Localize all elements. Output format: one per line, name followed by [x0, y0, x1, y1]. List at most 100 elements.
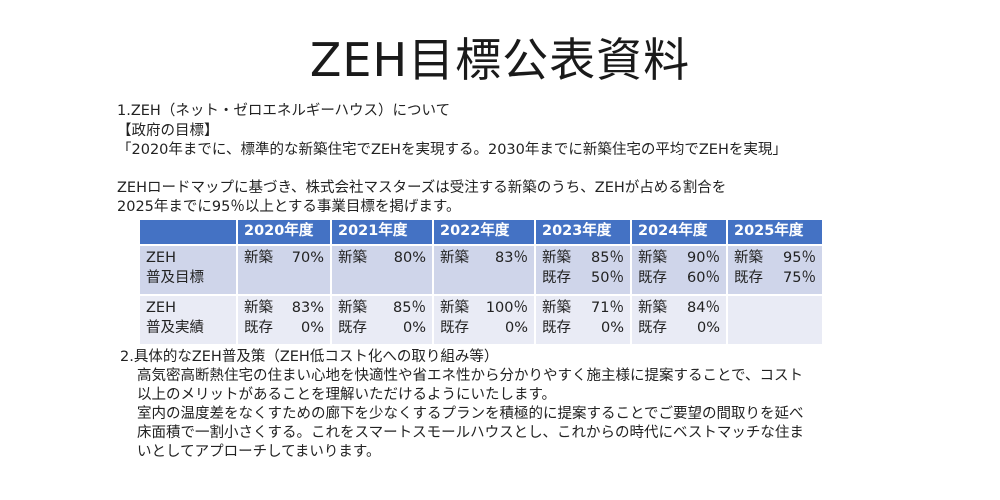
row-label: 普及実績 — [146, 319, 204, 336]
cell-value: 83％ — [495, 250, 528, 266]
table-row: ZEH 普及実績 新築 83% 既存 0% 新築 85％ 既存 0% 新築 100％ 既存 0% 新築 71％… — [138, 294, 824, 346]
cell-line: 既存 0% — [542, 319, 624, 339]
header-cell: 2024年度 — [630, 218, 728, 246]
table-cell: 新築 85％ 既存 0% — [330, 294, 434, 346]
cell-value: 60％ — [687, 269, 720, 286]
row-label-cell: ZEH 普及目標 — [138, 244, 238, 296]
row-label-cell: ZEH 普及実績 — [138, 294, 238, 346]
cell-value: 85％ — [591, 250, 624, 266]
measures-heading: 2.具体的なZEH普及策（ZEH低コスト化への取り組み等） — [120, 349, 499, 365]
cell-kind: 新築 — [542, 300, 571, 316]
cell-kind: 新築 — [734, 250, 763, 266]
cell-kind: 既存 — [338, 319, 367, 336]
table-cell: 新築 90％ 既存 60％ — [630, 244, 728, 296]
cell-kind: 新築 — [338, 250, 367, 266]
cell-line: 新築 85％ — [338, 299, 426, 319]
cell-value: 71％ — [591, 300, 624, 316]
cell-line: 既存 0% — [638, 319, 720, 339]
header-cell: 2025年度 — [726, 218, 824, 246]
table-cell: 新築 80% — [330, 244, 434, 296]
cell-value: 0% — [300, 319, 324, 336]
cell-value: 84％ — [687, 300, 720, 316]
cell-kind: 新築 — [244, 300, 273, 316]
measures-line: 高気密高断熱住宅の住まい心地を快適性や省エネ性から分かりやすく施主様に提案するこ… — [137, 368, 803, 384]
cell-line: 新築 70% — [244, 249, 324, 269]
cell-value: 95％ — [783, 250, 816, 266]
cell-line: 新築 84％ — [638, 299, 720, 319]
cell-kind: 新築 — [440, 300, 469, 316]
table-cell: 新築 83% 既存 0% — [236, 294, 332, 346]
measures-line: 以上のメリットがあることを理解いただけるようにいたします。 — [137, 387, 557, 403]
table-cell: 新築 83％ — [432, 244, 536, 296]
row-label: ZEH — [146, 250, 176, 266]
cell-value: 70% — [291, 250, 324, 266]
section-zeh-measures: 2.具体的なZEH普及策（ZEH低コスト化への取り組み等） 高気密高断熱住宅の住… — [120, 348, 882, 462]
table-cell: 新築 71％ 既存 0% — [534, 294, 632, 346]
table-row: ZEH 普及目標 新築 70% 新築 80% 新築 83％ 新築 85％ 既存 50％ 新築 90％ 既存 6… — [138, 244, 824, 296]
intro-heading: 1.ZEH（ネット・ゼロエネルギーハウス）について — [117, 103, 451, 119]
cell-value: 83% — [291, 300, 324, 316]
cell-kind: 既存 — [244, 319, 273, 336]
cell-kind: 既存 — [734, 269, 763, 286]
cell-kind: 既存 — [542, 269, 571, 286]
measures-line: いとしてアプローチしてまいります。 — [137, 444, 381, 460]
row-label: 普及目標 — [146, 269, 204, 286]
cell-kind: 新築 — [244, 250, 273, 266]
cell-kind: 新築 — [638, 300, 667, 316]
row-label: ZEH — [146, 300, 176, 316]
cell-value: 0% — [402, 319, 426, 336]
cell-line: 既存 0% — [338, 319, 426, 339]
table-cell: 新築 95％ 既存 75％ — [726, 244, 824, 296]
cell-kind: 既存 — [638, 269, 667, 286]
measures-body: 高気密高断熱住宅の住まい心地を快適性や省エネ性から分かりやすく施主様に提案するこ… — [137, 367, 882, 462]
cell-line: 新築 83% — [244, 299, 324, 319]
page-title: ZEH目標公表資料 — [309, 33, 691, 87]
cell-value: 90％ — [687, 250, 720, 266]
cell-line: 既存 0% — [244, 319, 324, 339]
measures-line: 室内の温度差をなくすための廊下を少なくするプランを積極的に提案することでご要望の… — [137, 406, 804, 422]
cell-value: 75％ — [783, 269, 816, 286]
header-cell: 2022年度 — [432, 218, 536, 246]
cell-kind: 新築 — [638, 250, 667, 266]
table-cell: 新築 70% — [236, 244, 332, 296]
header-cell: 2020年度 — [236, 218, 332, 246]
section-zeh-intro: 1.ZEH（ネット・ゼロエネルギーハウス）について 【政府の目標】 「2020年… — [117, 102, 787, 218]
cell-kind: 新築 — [542, 250, 571, 266]
cell-line: 新築 95％ — [734, 249, 816, 269]
cell-kind: 既存 — [440, 319, 469, 336]
cell-kind: 既存 — [542, 319, 571, 336]
cell-line: 既存 0% — [440, 319, 528, 339]
cell-kind: 既存 — [638, 319, 667, 336]
header-cell — [138, 218, 238, 246]
table-cell: 新築 85％ 既存 50％ — [534, 244, 632, 296]
header-cell: 2023年度 — [534, 218, 632, 246]
cell-line: 新築 83％ — [440, 249, 528, 269]
cell-kind: 新築 — [440, 250, 469, 266]
cell-line: 新築 100％ — [440, 299, 528, 319]
cell-line: 既存 50％ — [542, 269, 624, 289]
cell-value: 80% — [393, 250, 426, 266]
company-goal-line-2: 2025年までに95％以上とする事業目標を掲げます。 — [117, 199, 461, 215]
cell-value: 0% — [600, 319, 624, 336]
government-goal-text: 「2020年までに、標準的な新築住宅でZEHを実現する。2030年までに新築住宅… — [117, 142, 787, 158]
table-cell — [726, 294, 824, 346]
cell-line: 既存 75％ — [734, 269, 816, 289]
cell-value: 0% — [504, 319, 528, 336]
cell-line: 既存 60％ — [638, 269, 720, 289]
header-cell: 2021年度 — [330, 218, 434, 246]
cell-line: 新築 80% — [338, 249, 426, 269]
company-goal-line-1: ZEHロードマップに基づき、株式会社マスターズは受注する新築のうち、ZEHが占め… — [117, 179, 727, 196]
cell-line: 新築 71％ — [542, 299, 624, 319]
table-cell: 新築 100％ 既存 0% — [432, 294, 536, 346]
measures-line: 床面積で一割小さくする。これをスマートスモールハウスとし、これからの時代にベスト… — [137, 425, 804, 441]
cell-value: 85％ — [393, 300, 426, 316]
cell-value: 0% — [696, 319, 720, 336]
table-cell: 新築 84％ 既存 0% — [630, 294, 728, 346]
cell-kind: 新築 — [338, 300, 367, 316]
cell-value: 100％ — [485, 300, 528, 316]
zeh-target-table: 2020年度 2021年度 2022年度 2023年度 2024年度 2025年… — [138, 218, 824, 346]
cell-line: 新築 85％ — [542, 249, 624, 269]
government-goal-label: 【政府の目標】 — [117, 122, 219, 139]
table-header-row: 2020年度 2021年度 2022年度 2023年度 2024年度 2025年… — [138, 218, 824, 246]
cell-value: 50％ — [591, 269, 624, 286]
